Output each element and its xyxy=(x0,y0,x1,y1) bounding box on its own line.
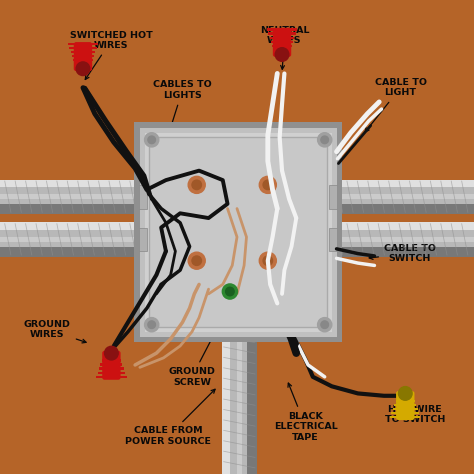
Bar xyxy=(99,367,124,370)
Circle shape xyxy=(259,252,276,269)
Text: GROUND
WIRES: GROUND WIRES xyxy=(24,320,86,343)
Bar xyxy=(394,404,416,406)
Circle shape xyxy=(263,256,273,265)
Bar xyxy=(332,222,474,230)
Text: CABLE TO
SWITCH: CABLE TO SWITCH xyxy=(369,244,436,263)
Bar xyxy=(103,356,119,357)
Bar xyxy=(222,332,256,474)
Bar xyxy=(68,43,98,45)
Circle shape xyxy=(145,133,159,147)
Circle shape xyxy=(226,287,234,296)
Bar xyxy=(393,408,418,410)
Bar xyxy=(273,45,292,47)
Bar xyxy=(73,59,92,61)
Circle shape xyxy=(148,321,155,328)
Bar xyxy=(102,359,121,362)
Bar xyxy=(396,400,415,402)
Bar xyxy=(0,222,145,256)
Circle shape xyxy=(399,387,412,400)
Bar xyxy=(329,228,337,251)
Circle shape xyxy=(145,318,159,332)
Bar xyxy=(139,185,147,209)
Circle shape xyxy=(321,136,328,144)
Bar xyxy=(139,228,147,251)
Bar xyxy=(397,396,413,398)
Bar xyxy=(271,41,293,43)
Bar xyxy=(71,51,95,53)
Text: CABLES TO
LIGHTS: CABLES TO LIGHTS xyxy=(153,81,212,131)
Bar xyxy=(274,49,290,51)
Bar xyxy=(332,237,474,242)
Text: BLACK
ELECTRICAL
TAPE: BLACK ELECTRICAL TAPE xyxy=(274,383,337,441)
Circle shape xyxy=(192,180,201,190)
Bar xyxy=(145,133,332,332)
Circle shape xyxy=(188,252,205,269)
Text: CABLE FROM
POWER SOURCE: CABLE FROM POWER SOURCE xyxy=(125,389,215,446)
Text: HOT WIRE
TO SWITCH: HOT WIRE TO SWITCH xyxy=(384,399,445,424)
Circle shape xyxy=(318,318,332,332)
Circle shape xyxy=(105,346,118,360)
Bar xyxy=(96,375,127,378)
Text: NEUTRAL
WIRES: NEUTRAL WIRES xyxy=(260,26,309,69)
Bar xyxy=(100,364,122,365)
Bar xyxy=(105,351,118,354)
Bar xyxy=(134,122,342,342)
Bar xyxy=(0,194,145,199)
Bar xyxy=(0,247,145,256)
Bar xyxy=(332,204,474,214)
Bar xyxy=(75,63,91,65)
Bar xyxy=(69,46,97,49)
Bar xyxy=(76,67,90,69)
Bar xyxy=(332,222,474,256)
Circle shape xyxy=(259,176,276,193)
Bar xyxy=(140,128,337,337)
Bar xyxy=(390,416,420,418)
FancyBboxPatch shape xyxy=(102,351,120,380)
Bar xyxy=(0,204,145,214)
Bar xyxy=(268,32,296,35)
Bar xyxy=(149,137,327,327)
Bar xyxy=(222,332,230,474)
Circle shape xyxy=(263,180,273,190)
FancyBboxPatch shape xyxy=(273,28,291,57)
Bar xyxy=(237,332,242,474)
Bar xyxy=(247,332,256,474)
Circle shape xyxy=(318,133,332,147)
Circle shape xyxy=(321,321,328,328)
FancyBboxPatch shape xyxy=(396,391,414,420)
Bar xyxy=(0,180,145,187)
Bar xyxy=(332,194,474,199)
Bar xyxy=(267,28,297,30)
Circle shape xyxy=(148,136,155,144)
Bar xyxy=(0,237,145,242)
Bar xyxy=(332,180,474,214)
Text: SWITCHED HOT
WIRES: SWITCHED HOT WIRES xyxy=(70,31,153,80)
Bar xyxy=(72,55,94,57)
Bar xyxy=(98,372,125,374)
Bar xyxy=(392,412,419,414)
Text: CABLE TO
LIGHT: CABLE TO LIGHT xyxy=(365,78,427,132)
Circle shape xyxy=(275,48,289,61)
Circle shape xyxy=(188,176,205,193)
Text: GROUND
SCREW: GROUND SCREW xyxy=(169,321,221,386)
FancyBboxPatch shape xyxy=(74,42,92,71)
Circle shape xyxy=(192,256,201,265)
Bar xyxy=(332,180,474,187)
Bar xyxy=(0,180,145,214)
Bar xyxy=(399,392,412,394)
Bar xyxy=(329,185,337,209)
Circle shape xyxy=(76,62,90,75)
Circle shape xyxy=(222,284,237,299)
Bar xyxy=(270,36,294,39)
Bar xyxy=(332,247,474,256)
Bar xyxy=(0,222,145,230)
Bar xyxy=(275,53,289,55)
